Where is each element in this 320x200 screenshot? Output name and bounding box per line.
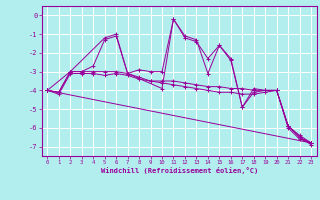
X-axis label: Windchill (Refroidissement éolien,°C): Windchill (Refroidissement éolien,°C) <box>100 167 258 174</box>
